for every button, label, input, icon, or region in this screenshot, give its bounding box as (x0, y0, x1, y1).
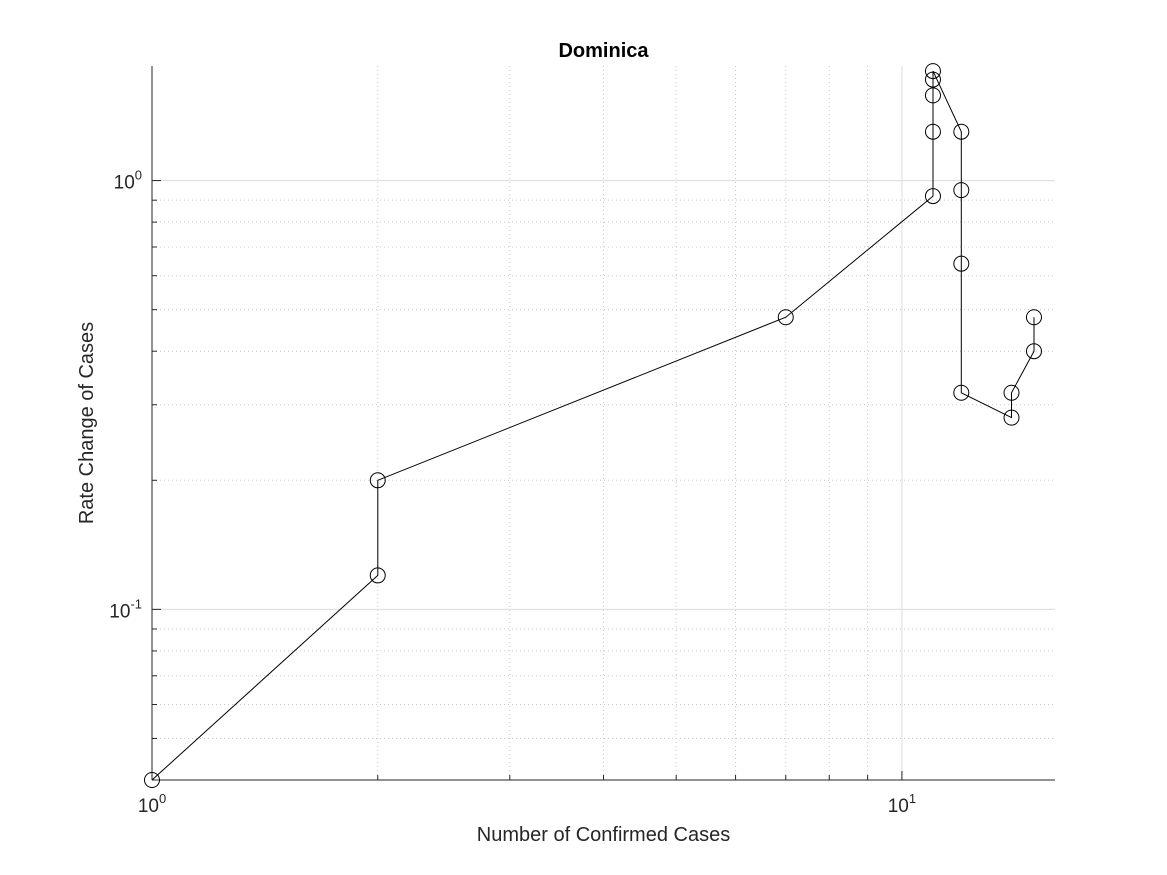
data-point-marker (953, 384, 970, 401)
data-point-marker (924, 123, 941, 140)
data-point-marker (777, 309, 794, 326)
data-point-marker (1003, 409, 1020, 426)
x-tick-label: 100 (138, 791, 166, 817)
data-point-marker (1025, 309, 1042, 326)
data-series (144, 63, 1042, 788)
data-point-marker (369, 567, 386, 584)
data-point-marker (924, 71, 941, 88)
data-point-marker (924, 87, 941, 104)
data-point-marker (1025, 343, 1042, 360)
y-tick-label: 10-1 (109, 596, 142, 622)
chart-title: Dominica (558, 40, 649, 62)
data-point-marker (144, 772, 160, 788)
y-tick-label: 100 (114, 168, 142, 194)
data-point-marker (953, 255, 970, 272)
tick-labels: 100 101 10-1 100 (109, 168, 916, 817)
axis-ticks (151, 180, 903, 780)
minor-grid (152, 66, 1055, 780)
data-point-marker (369, 472, 386, 489)
data-point-marker (924, 188, 941, 205)
x-axis-label: Number of Confirmed Cases (477, 824, 730, 846)
data-point-marker (953, 182, 970, 199)
series-line (151, 70, 1035, 781)
data-point-marker (953, 123, 970, 140)
data-point-marker (1003, 384, 1020, 401)
y-axis-label: Rate Change of Cases (76, 322, 98, 524)
x-tick-label: 101 (888, 791, 916, 817)
data-point-marker (924, 63, 941, 80)
